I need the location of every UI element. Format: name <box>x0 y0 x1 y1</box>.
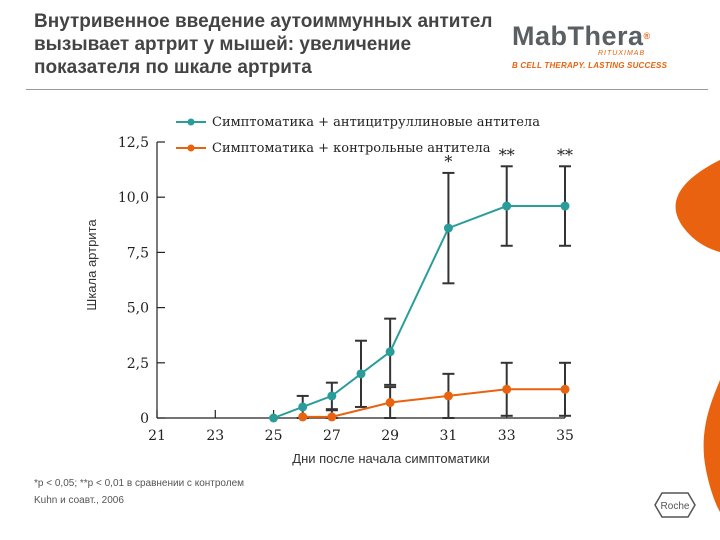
significance-mark: * <box>444 152 452 171</box>
y-axis-title: Шкала артрита <box>84 219 99 311</box>
series-line <box>273 205 565 419</box>
logo-brand: MabThera® <box>512 21 651 51</box>
data-point <box>327 391 337 401</box>
x-tick-label: 27 <box>323 428 341 444</box>
header-divider <box>26 89 708 90</box>
y-tick-label: 2,5 <box>127 356 149 372</box>
y-tick-label: 0 <box>140 411 149 427</box>
data-point <box>385 347 395 357</box>
legend-marker <box>187 144 195 152</box>
footnote-significance: *p < 0,05; **p < 0,01 в сравнении с конт… <box>34 478 245 489</box>
footnote-reference: Kuhn и соавт., 2006 <box>34 495 124 506</box>
series-orange <box>298 361 571 422</box>
data-point <box>385 398 395 408</box>
logo-tagline: B CELL THERAPY. LASTING SUCCESS <box>512 61 668 70</box>
x-tick-label: 33 <box>498 428 516 444</box>
x-tick-label: 21 <box>148 428 166 444</box>
x-tick-label: 29 <box>381 428 399 444</box>
roche-logo: Roche <box>654 492 696 518</box>
footnote: *p < 0,05; **p < 0,01 в сравнении с конт… <box>34 475 244 509</box>
legend-label: Симптоматика + контрольные антитела <box>212 141 491 156</box>
x-tick-label: 23 <box>206 428 224 444</box>
legend-label: Симптоматика + антицитруллиновые антител… <box>212 115 540 130</box>
x-tick-label: 31 <box>440 428 458 444</box>
data-point <box>502 384 512 394</box>
significance-mark: ** <box>499 145 515 164</box>
x-axis-title: Дни после начала симптоматики <box>292 451 489 466</box>
data-point <box>443 391 453 401</box>
y-axis-ticks: 0 2,5 5,0 7,5 10,0 12,5 <box>118 135 165 427</box>
chart-series <box>269 165 571 423</box>
data-point <box>560 201 570 211</box>
chart-legend: Симптоматика + антицитруллиновые антител… <box>176 115 540 156</box>
series-line <box>302 388 565 418</box>
data-point <box>269 413 279 423</box>
y-tick-label: 5,0 <box>127 301 149 317</box>
y-tick-label: 7,5 <box>127 245 149 261</box>
x-tick-label: 35 <box>556 428 574 444</box>
data-point <box>327 412 337 422</box>
mabthera-logo: MabThera® RITUXIMAB B CELL THERAPY. LAST… <box>512 22 702 70</box>
svg-text:Roche: Roche <box>661 501 690 512</box>
data-point <box>560 384 570 394</box>
x-tick-label: 25 <box>265 428 283 444</box>
significance-annotations: * ** ** <box>444 145 573 171</box>
data-point <box>298 412 308 422</box>
y-tick-label: 10,0 <box>118 190 149 206</box>
y-tick-label: 12,5 <box>118 135 149 151</box>
logo-subbrand: RITUXIMAB <box>598 50 646 57</box>
data-point <box>443 223 453 233</box>
series-teal <box>269 165 571 423</box>
significance-mark: ** <box>557 145 573 164</box>
slide-title: Внутривенное введение аутоиммунных антит… <box>34 11 493 78</box>
data-point <box>502 201 512 211</box>
legend-marker <box>187 118 195 126</box>
data-point <box>298 402 308 412</box>
data-point <box>356 369 366 379</box>
chart-axes <box>156 142 565 419</box>
